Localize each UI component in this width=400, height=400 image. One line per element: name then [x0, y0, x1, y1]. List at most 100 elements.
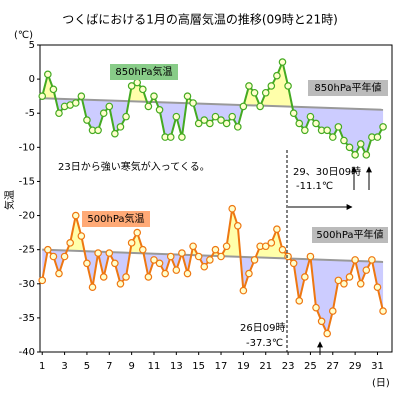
point	[122, 112, 130, 121]
y-tick-label: -15	[19, 176, 35, 187]
x-tick-label: 19	[237, 361, 250, 372]
point	[71, 99, 80, 107]
point	[323, 126, 331, 135]
y-unit: (℃)	[14, 30, 33, 41]
x-tick-label: 17	[215, 361, 228, 372]
y-tick-label: 0	[29, 74, 35, 85]
chart-title: つくばにおける1月の高層気温の推移(09時と21時)	[62, 12, 338, 27]
point	[183, 92, 192, 100]
y-tick-label: -10	[19, 142, 35, 153]
x-tick-label: 29	[349, 361, 362, 372]
point	[189, 242, 197, 251]
point	[144, 273, 153, 281]
point	[301, 273, 309, 281]
y-tick-label: -30	[19, 279, 35, 290]
point	[312, 303, 320, 312]
point	[200, 116, 209, 124]
point	[183, 269, 192, 278]
plot-area	[39, 44, 393, 353]
point	[166, 133, 175, 141]
point	[77, 232, 86, 240]
point	[312, 119, 320, 128]
point	[284, 82, 292, 90]
point	[211, 112, 220, 121]
x-tick-label: 1	[39, 361, 45, 372]
annotation: 26日09時	[240, 322, 285, 334]
series-label: 850hPa気温	[115, 65, 172, 78]
point	[284, 252, 292, 261]
point	[172, 112, 181, 121]
point	[139, 85, 147, 94]
point	[368, 256, 376, 264]
point	[38, 92, 47, 100]
point	[60, 252, 69, 261]
point	[273, 225, 281, 234]
point	[273, 71, 281, 80]
y-tick-label: -20	[19, 211, 35, 222]
point	[323, 329, 331, 338]
label-box	[312, 227, 388, 243]
point	[278, 58, 287, 66]
x-tick-label: 11	[148, 361, 161, 372]
y-tick-label: -35	[19, 313, 35, 324]
point	[178, 249, 186, 257]
point	[345, 273, 354, 281]
point	[228, 112, 237, 121]
point	[362, 266, 371, 274]
label-box	[82, 211, 150, 227]
point	[295, 297, 304, 305]
y-tick-label: -25	[19, 245, 35, 256]
point	[239, 102, 248, 111]
label-box	[110, 64, 178, 80]
x-tick-label: 7	[106, 361, 112, 372]
x-tick-label: 5	[84, 361, 90, 372]
y-tick-label: -40	[19, 347, 35, 358]
annotation: -37.3℃	[246, 338, 283, 349]
point	[206, 119, 214, 128]
point	[83, 116, 91, 124]
point	[44, 245, 52, 254]
point	[77, 92, 86, 100]
normal-label: 500hPa平年値	[316, 228, 383, 241]
point	[127, 239, 136, 247]
point	[44, 70, 52, 79]
point	[245, 269, 253, 278]
label-box	[308, 80, 388, 96]
point	[351, 256, 359, 264]
point	[55, 109, 63, 118]
point	[99, 273, 108, 281]
point	[295, 119, 304, 128]
point	[38, 276, 47, 285]
point	[328, 133, 337, 141]
x-tick-label: 13	[170, 361, 183, 372]
point	[217, 116, 225, 124]
point	[105, 102, 114, 111]
point	[245, 82, 253, 90]
point	[328, 307, 337, 315]
annotation: 23日から強い寒気が入ってくる。	[58, 160, 210, 173]
y-tick-label: -5	[25, 108, 35, 119]
point	[306, 112, 315, 121]
point	[94, 249, 102, 257]
point	[122, 273, 130, 281]
point	[267, 239, 276, 247]
x-tick-label: 31	[371, 361, 384, 372]
point	[345, 143, 354, 152]
point	[55, 269, 63, 278]
point	[211, 245, 220, 254]
y-label: 気温	[3, 190, 16, 210]
normal-label: 850hPa平年値	[314, 81, 381, 94]
anomaly-fill	[42, 98, 384, 155]
point	[88, 283, 97, 291]
point	[83, 259, 91, 268]
point	[94, 126, 102, 135]
point	[289, 259, 298, 268]
point	[250, 88, 259, 97]
point	[206, 256, 214, 264]
series-label: 500hPa気温	[87, 212, 144, 225]
point	[228, 204, 237, 213]
point	[49, 252, 58, 261]
anomaly-fill	[42, 249, 384, 334]
point	[373, 283, 382, 291]
